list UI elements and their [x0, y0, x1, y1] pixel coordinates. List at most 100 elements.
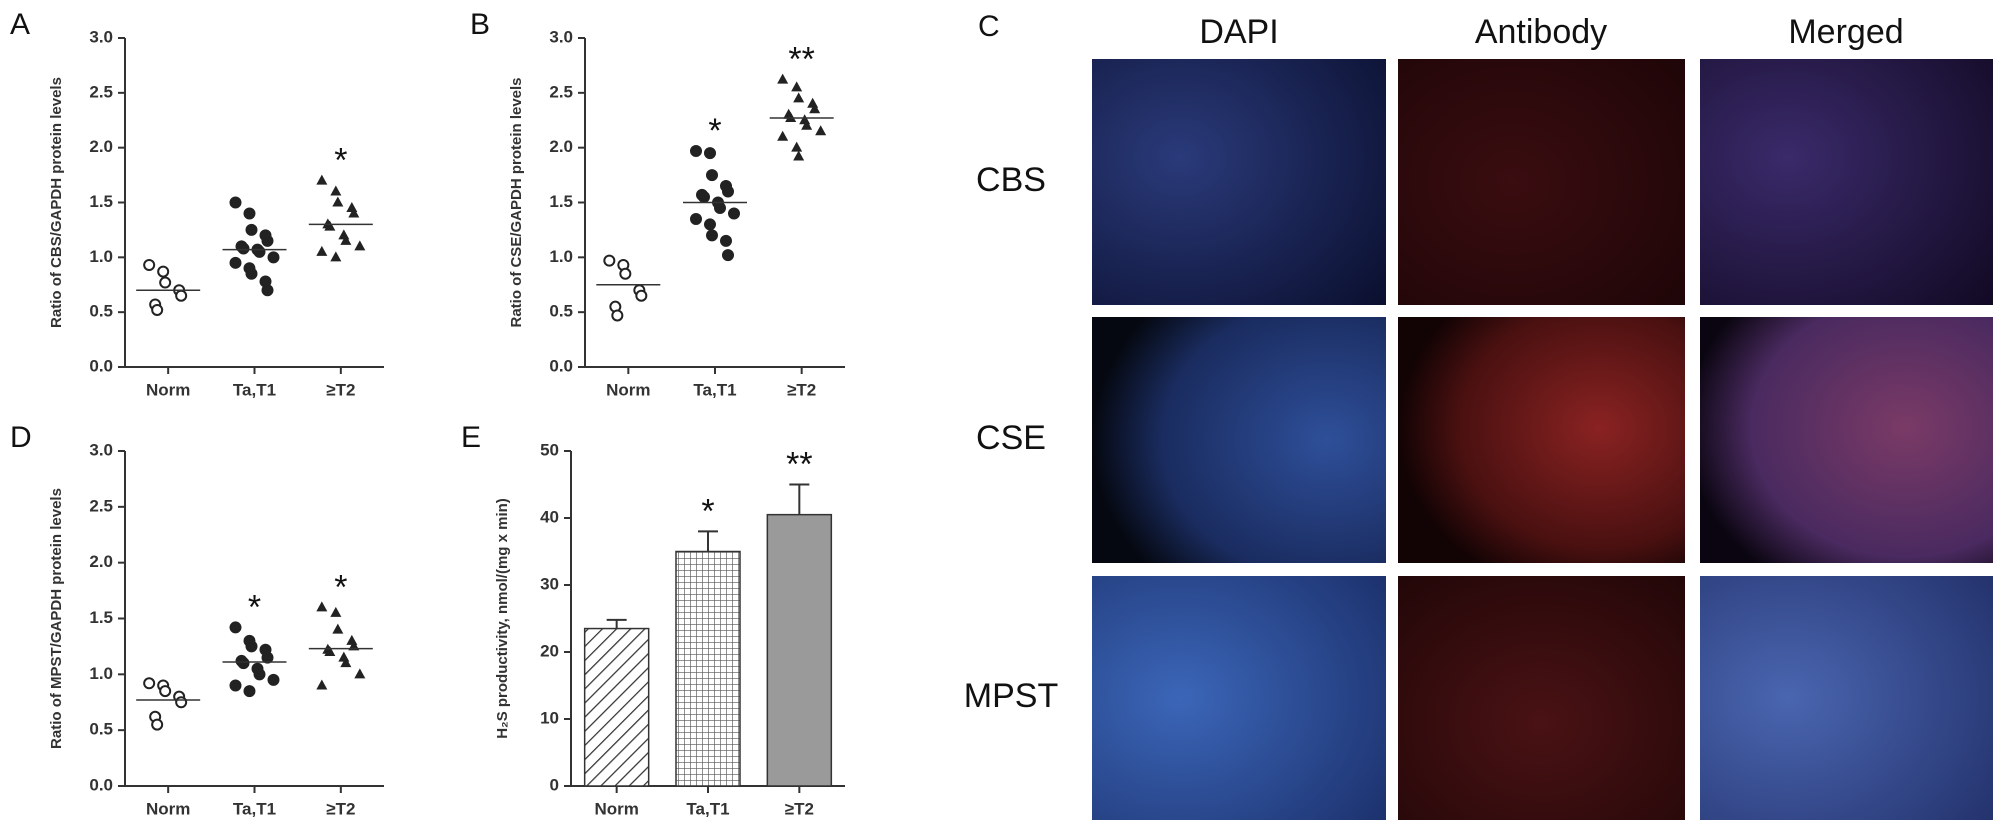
data-point [229, 679, 242, 692]
data-point [635, 289, 648, 302]
data-point [330, 606, 342, 617]
significance-mark: ** [786, 445, 812, 483]
y-tick-label: 2.0 [89, 552, 113, 571]
data-point [785, 112, 797, 123]
data-point [791, 141, 803, 152]
data-point [338, 229, 350, 240]
data-point [175, 289, 188, 302]
data-point [316, 679, 328, 690]
data-point [793, 150, 805, 161]
data-point [245, 640, 258, 653]
x-tick-label: ≥T2 [787, 380, 816, 399]
row-header: MPST [964, 677, 1058, 715]
panel-label: B [470, 8, 490, 41]
y-tick-label: 0 [550, 775, 559, 794]
y-tick-label: 3.0 [89, 440, 113, 459]
error-bar [698, 530, 718, 552]
data-point [346, 201, 358, 212]
y-tick-label: 50 [540, 440, 559, 459]
data-point [348, 207, 360, 218]
y-tick-label: 1.5 [549, 192, 573, 211]
data-point [706, 229, 718, 242]
data-point [815, 125, 827, 136]
data-point [316, 245, 328, 256]
x-tick-label: ≥T2 [326, 380, 355, 399]
y-axis-label: Ratio of CSE/GAPDH protein levels [508, 77, 525, 327]
data-point [261, 234, 274, 247]
data-point [245, 267, 258, 280]
data-point [237, 242, 250, 255]
micrograph [1398, 59, 1685, 305]
y-tick-label: 1.0 [549, 247, 573, 266]
x-tick-label: Norm [594, 799, 638, 818]
bar [766, 513, 833, 787]
y-axis-label: Ratio of CBS/GAPDH protein levels [48, 77, 65, 328]
data-point [332, 196, 344, 207]
data-point [316, 174, 328, 185]
micrograph [1092, 59, 1386, 305]
y-tick-label: 0.0 [89, 775, 113, 794]
data-point [324, 646, 336, 656]
significance-mark: ** [788, 41, 814, 79]
y-tick-label: 0.0 [89, 356, 113, 375]
micrograph [1092, 317, 1386, 563]
panel-label: A [10, 8, 30, 41]
data-point [777, 130, 789, 141]
micrograph [1398, 576, 1685, 820]
micrograph [1092, 576, 1386, 820]
y-tick-label: 10 [540, 708, 559, 727]
x-tick-label: ≥T2 [326, 799, 355, 818]
error-bar [606, 618, 627, 629]
significance-mark: * [334, 142, 347, 180]
error-bar [789, 483, 810, 515]
y-tick-label: 3.0 [89, 27, 113, 46]
x-tick-label: Norm [146, 799, 190, 818]
data-point [175, 696, 188, 709]
data-point [354, 240, 366, 251]
data-point [807, 97, 819, 108]
data-point [611, 309, 624, 322]
data-point [261, 284, 274, 297]
y-tick-label: 1.0 [89, 664, 113, 683]
data-point [338, 651, 350, 662]
y-tick-label: 2.5 [89, 496, 113, 515]
x-tick-label: Ta,T1 [233, 380, 276, 399]
data-point [316, 601, 328, 612]
data-point [243, 207, 256, 220]
data-point [354, 668, 366, 679]
data-point [143, 677, 156, 690]
data-point [720, 234, 732, 247]
data-point [330, 185, 342, 196]
y-tick-label: 1.0 [89, 247, 113, 266]
data-point [151, 303, 164, 316]
y-tick-label: 1.5 [89, 192, 113, 211]
y-tick-label: 0.0 [549, 356, 573, 375]
significance-mark: * [701, 492, 714, 530]
y-tick-label: 0.5 [89, 720, 113, 739]
micrograph [1700, 59, 1993, 305]
data-point [698, 191, 710, 204]
y-tick-label: 2.0 [549, 137, 573, 156]
significance-mark: * [334, 568, 347, 606]
x-tick-label: Ta,T1 [693, 380, 736, 399]
data-point [704, 147, 716, 160]
data-point [324, 220, 336, 231]
data-point [267, 673, 280, 686]
column-header: DAPI [1199, 13, 1278, 51]
panel-label: D [10, 421, 32, 454]
data-point [714, 201, 726, 214]
data-point [143, 259, 156, 272]
data-point [722, 249, 734, 262]
micrograph [1700, 317, 1993, 563]
data-point [690, 212, 702, 225]
y-tick-label: 2.5 [549, 82, 573, 101]
data-point [243, 685, 256, 698]
y-tick-label: 1.5 [89, 608, 113, 627]
y-tick-label: 40 [540, 507, 559, 526]
data-point [237, 657, 250, 670]
row-header: CSE [976, 419, 1046, 457]
data-point [159, 276, 172, 289]
data-point [704, 218, 716, 231]
data-point [332, 623, 344, 634]
